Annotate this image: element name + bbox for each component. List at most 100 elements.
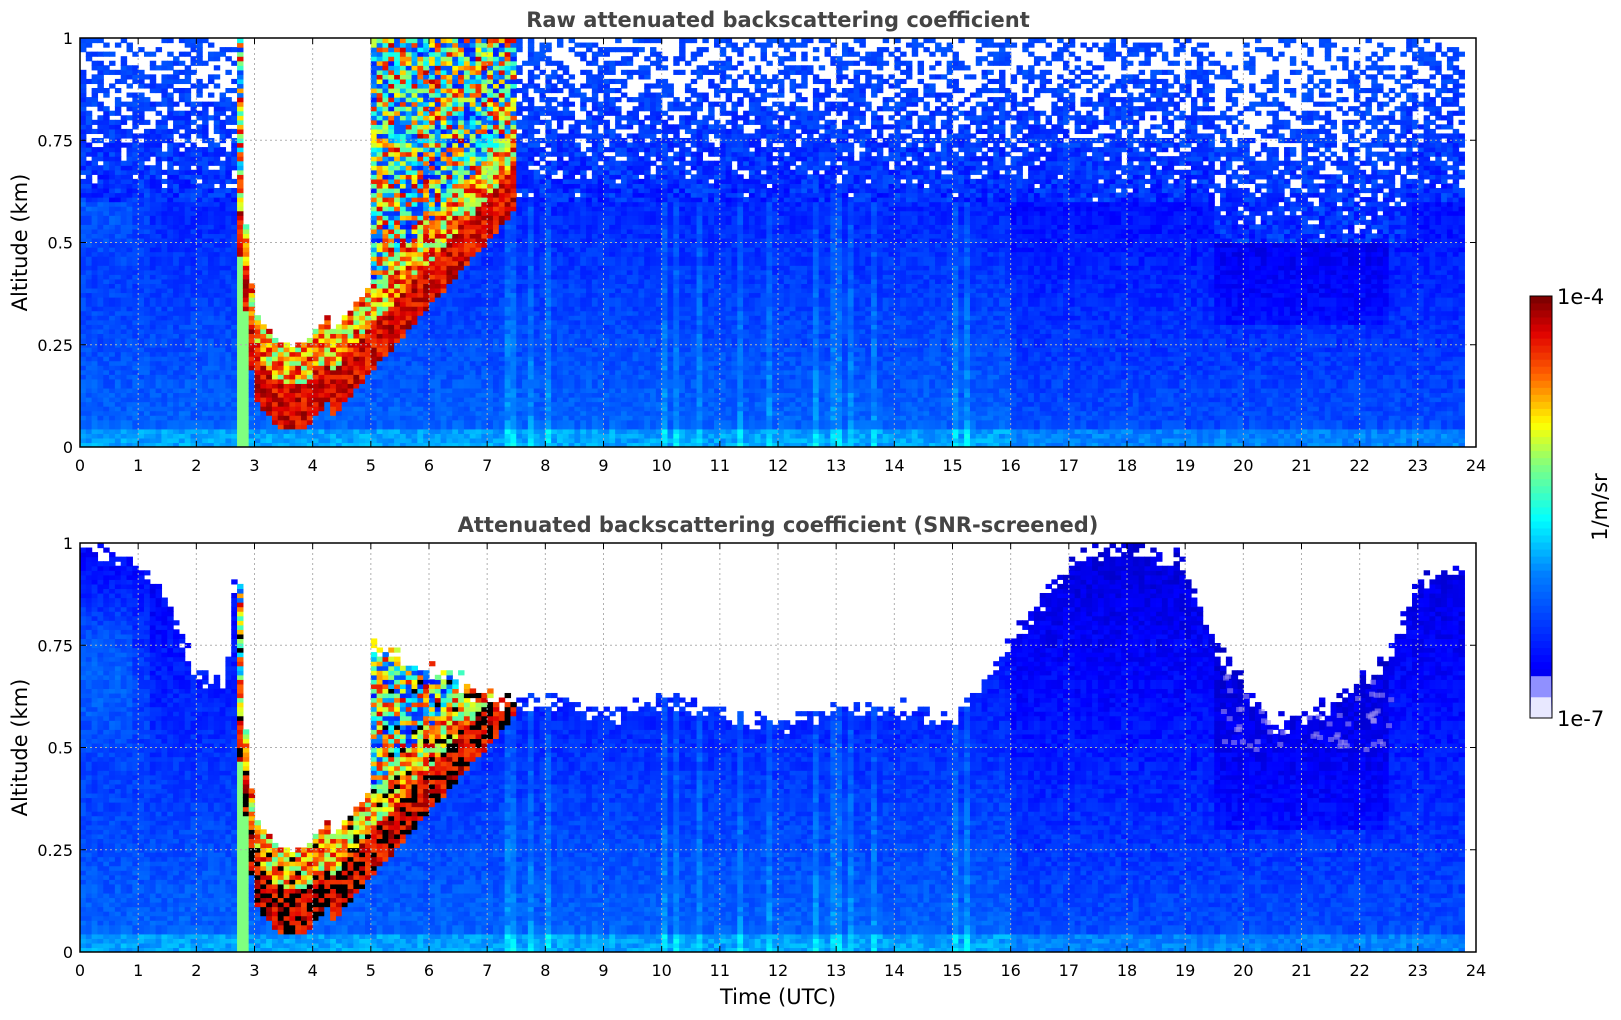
heatmap-cell bbox=[92, 229, 98, 234]
heatmap-cell bbox=[214, 124, 220, 129]
heatmap-cell bbox=[435, 433, 441, 438]
heatmap-cell bbox=[103, 424, 109, 429]
heatmap-cell bbox=[371, 252, 377, 257]
heatmap-cell bbox=[487, 88, 493, 93]
heatmap-cell bbox=[446, 152, 452, 157]
heatmap-cell bbox=[109, 361, 115, 366]
heatmap-cell bbox=[313, 392, 319, 397]
heatmap-cell bbox=[167, 429, 173, 434]
heatmap-cell bbox=[412, 38, 418, 43]
heatmap-cell bbox=[388, 365, 394, 370]
heatmap-cell bbox=[417, 197, 423, 202]
heatmap-cell bbox=[452, 156, 458, 161]
heatmap-cell bbox=[429, 265, 435, 270]
heatmap-cell bbox=[243, 424, 249, 429]
heatmap-cell bbox=[196, 93, 202, 98]
heatmap-cell bbox=[237, 311, 243, 316]
heatmap-cell bbox=[144, 406, 150, 411]
heatmap-cell bbox=[487, 224, 493, 229]
heatmap-cell bbox=[179, 424, 185, 429]
heatmap-cell bbox=[156, 161, 162, 166]
heatmap-cell bbox=[499, 111, 505, 116]
heatmap-cell bbox=[225, 270, 231, 275]
heatmap-cell bbox=[260, 356, 266, 361]
heatmap-cell bbox=[446, 292, 452, 297]
heatmap-cell bbox=[470, 43, 476, 48]
heatmap-cell bbox=[80, 79, 86, 84]
heatmap-cell bbox=[371, 424, 377, 429]
heatmap-cell bbox=[220, 233, 226, 238]
heatmap-cell bbox=[196, 220, 202, 225]
heatmap-cell bbox=[150, 388, 156, 393]
heatmap-cell bbox=[196, 233, 202, 238]
heatmap-cell bbox=[505, 279, 511, 284]
heatmap-cell bbox=[452, 165, 458, 170]
heatmap-cell bbox=[435, 43, 441, 48]
heatmap-cell bbox=[225, 329, 231, 334]
heatmap-cell bbox=[476, 324, 482, 329]
heatmap-cell bbox=[173, 233, 179, 238]
heatmap-cell bbox=[196, 261, 202, 266]
heatmap-cell bbox=[121, 197, 127, 202]
heatmap-cell bbox=[156, 220, 162, 225]
heatmap-cell bbox=[417, 111, 423, 116]
heatmap-cell bbox=[97, 256, 103, 261]
heatmap-cell bbox=[92, 365, 98, 370]
heatmap-cell bbox=[400, 379, 406, 384]
heatmap-cell bbox=[173, 288, 179, 293]
heatmap-cell bbox=[505, 161, 511, 166]
heatmap-cell bbox=[225, 347, 231, 352]
heatmap-cell bbox=[86, 315, 92, 320]
heatmap-cell bbox=[156, 365, 162, 370]
heatmap-cell bbox=[138, 215, 144, 220]
heatmap-cell bbox=[179, 347, 185, 352]
heatmap-cell bbox=[144, 424, 150, 429]
heatmap-cell bbox=[499, 397, 505, 402]
heatmap-cell bbox=[80, 129, 86, 134]
heatmap-cell bbox=[144, 306, 150, 311]
heatmap-cell bbox=[185, 193, 191, 198]
heatmap-cell bbox=[202, 302, 208, 307]
heatmap-cell bbox=[499, 270, 505, 275]
heatmap-cell bbox=[353, 320, 359, 325]
heatmap-cell bbox=[202, 233, 208, 238]
heatmap-cell bbox=[115, 170, 121, 175]
heatmap-cell bbox=[97, 247, 103, 252]
heatmap-cell bbox=[161, 129, 167, 134]
heatmap-cell bbox=[499, 342, 505, 347]
heatmap-cell bbox=[487, 70, 493, 75]
heatmap-cell bbox=[243, 233, 249, 238]
heatmap-cell bbox=[92, 170, 98, 175]
heatmap-cell bbox=[371, 120, 377, 125]
heatmap-cell bbox=[371, 243, 377, 248]
heatmap-cell bbox=[92, 320, 98, 325]
heatmap-cell bbox=[388, 406, 394, 411]
heatmap-cell bbox=[493, 429, 499, 434]
heatmap-cell bbox=[266, 370, 272, 375]
heatmap-cell bbox=[371, 193, 377, 198]
heatmap-cell bbox=[505, 47, 511, 52]
heatmap-cell bbox=[185, 256, 191, 261]
heatmap-cell bbox=[429, 379, 435, 384]
raw-backscatter-panel: Raw attenuated backscattering coefficien… bbox=[8, 8, 1486, 475]
heatmap-cell bbox=[318, 370, 324, 375]
heatmap-cell bbox=[179, 433, 185, 438]
heatmap-cell bbox=[214, 174, 220, 179]
heatmap-cell bbox=[441, 429, 447, 434]
heatmap-cell bbox=[458, 438, 464, 443]
heatmap-cell bbox=[161, 388, 167, 393]
heatmap-cell bbox=[150, 292, 156, 297]
heatmap-cell bbox=[196, 388, 202, 393]
heatmap-cell bbox=[412, 406, 418, 411]
heatmap-cell bbox=[452, 333, 458, 338]
heatmap-cell bbox=[400, 147, 406, 152]
heatmap-cell bbox=[324, 420, 330, 425]
heatmap-cell bbox=[353, 324, 359, 329]
heatmap-cell bbox=[138, 179, 144, 184]
heatmap-cell bbox=[127, 302, 133, 307]
heatmap-cell bbox=[208, 243, 214, 248]
heatmap-cell bbox=[377, 106, 383, 111]
heatmap-cell bbox=[167, 333, 173, 338]
heatmap-cell bbox=[255, 374, 261, 379]
heatmap-cell bbox=[138, 197, 144, 202]
